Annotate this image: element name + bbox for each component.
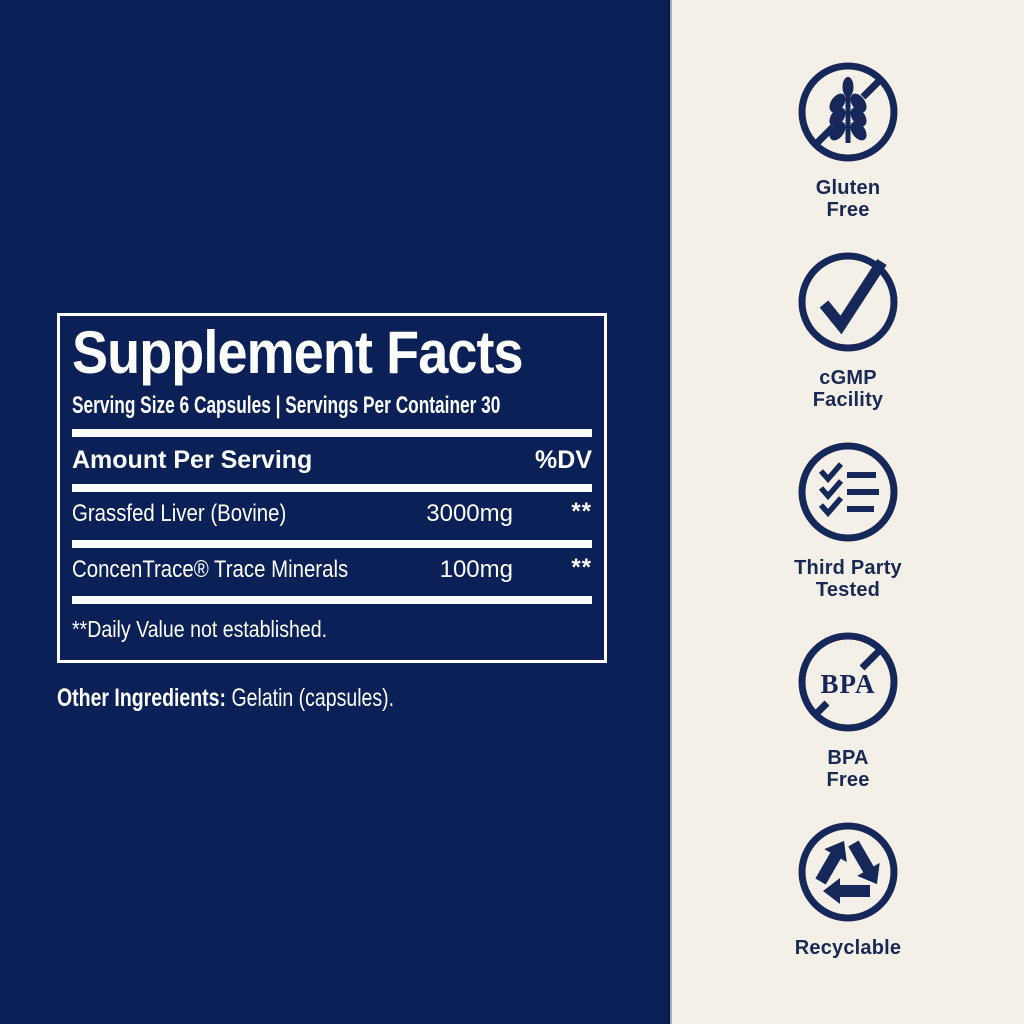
label-navy-background: Supplement Facts Serving Size 6 Capsules…	[57, 0, 670, 1024]
ingredient-dv: **	[571, 498, 592, 525]
badge-gluten-free: Gluten Free	[798, 62, 898, 252]
ingredient-dv: **	[571, 554, 592, 581]
bpa-free-icon: BPA	[798, 632, 898, 732]
panel-title: Supplement Facts	[72, 319, 524, 386]
cgmp-facility-icon	[798, 252, 898, 352]
other-ingredients: Other Ingredients: Gelatin (capsules).	[57, 684, 394, 713]
gluten-free-icon	[798, 62, 898, 162]
recyclable-icon	[798, 822, 898, 922]
badge-label: Third Party Tested	[794, 557, 902, 601]
badge-recyclable: Recyclable	[795, 822, 902, 1012]
amount-per-serving-header: Amount Per Serving	[72, 446, 313, 474]
badge-label: Gluten Free	[815, 177, 881, 221]
third-party-tested-icon	[798, 442, 898, 542]
serving-size-line: Serving Size 6 Capsules | Servings Per C…	[72, 392, 501, 419]
separator-bar	[72, 429, 592, 437]
other-ingredients-value: Gelatin (capsules).	[231, 684, 395, 712]
bpa-icon-text: BPA	[821, 669, 876, 699]
supplement-facts-panel: Supplement Facts Serving Size 6 Capsules…	[57, 313, 607, 663]
ingredient-amount: 100mg	[439, 556, 513, 583]
badge-label: Recyclable	[794, 937, 902, 959]
ingredient-name: Grassfed Liver (Bovine)	[72, 500, 287, 527]
table-row: ConcenTrace® Trace Minerals 100mg **	[72, 554, 592, 584]
badge-label: BPA Free	[826, 747, 870, 791]
badge-label: cGMP Facility	[812, 367, 884, 411]
badge-third-party-tested: Third Party Tested	[794, 442, 902, 632]
separator-bar	[72, 484, 592, 492]
badge-cgmp-facility: cGMP Facility	[798, 252, 898, 442]
separator-bar	[72, 540, 592, 548]
dv-header: %DV	[535, 446, 592, 474]
table-header-row: Amount Per Serving %DV	[72, 446, 592, 475]
daily-value-footnote: **Daily Value not established.	[72, 616, 328, 642]
table-row: Grassfed Liver (Bovine) 3000mg **	[72, 498, 592, 528]
ingredient-amount: 3000mg	[426, 500, 513, 527]
other-ingredients-label: Other Ingredients:	[57, 684, 227, 712]
badge-bpa-free: BPA BPA Free	[798, 632, 898, 822]
separator-bar	[72, 596, 592, 604]
certification-sidebar: Gluten Free cGMP Facility Third Party Te…	[670, 0, 1024, 1024]
ingredient-name: ConcenTrace® Trace Minerals	[72, 556, 349, 583]
